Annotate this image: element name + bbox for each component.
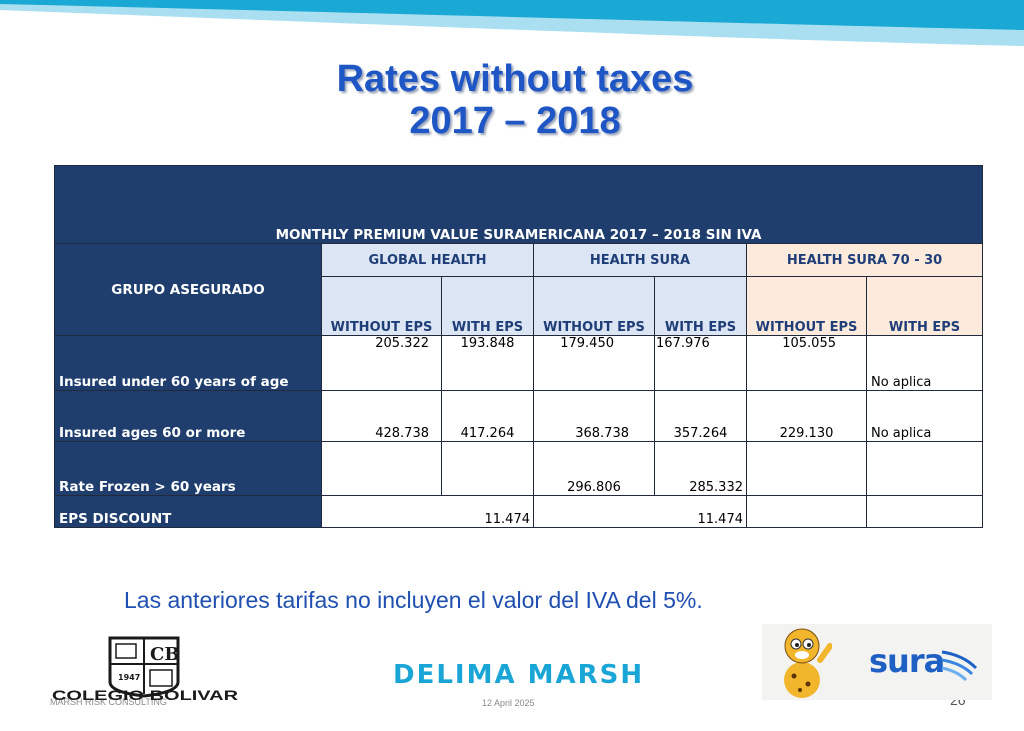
plan-header-health-sura: HEALTH SURA	[533, 243, 747, 277]
sura-wordmark: sura	[869, 642, 945, 680]
subheader-global-without-eps: WITHOUT EPS	[321, 276, 442, 336]
cell-value: 296.806	[533, 441, 655, 496]
cell-value	[321, 441, 442, 496]
cell-value	[441, 441, 534, 496]
colegio-bolivar-logo: CB 1947 COLEGIO BOLIVAR	[50, 636, 240, 703]
colegio-monogram: CB	[150, 644, 180, 665]
footer-date: 12 April 2025	[482, 698, 535, 708]
cell-value: 193.848	[441, 335, 534, 391]
plan-header-health-sura-70-30: HEALTH SURA 70 - 30	[745, 243, 984, 277]
row-label-under-60: Insured under 60 years of age	[54, 335, 322, 391]
cell-value: 179.450	[533, 335, 655, 391]
premium-table: MONTHLY PREMIUM VALUE SURAMERICANA 2017 …	[53, 165, 984, 528]
cell-value: 105.055	[746, 335, 867, 391]
cell-value: 357.264	[654, 390, 747, 442]
cell-value	[746, 441, 867, 496]
cell-value: 285.332	[654, 441, 747, 496]
discount-health-sura: 11.474	[533, 495, 747, 528]
delima-marsh-logo: DELIMA MARSH	[393, 660, 645, 690]
cell-value: 205.322	[321, 335, 442, 391]
subheader-global-with-eps: WITH EPS	[441, 276, 534, 336]
table-caption: MONTHLY PREMIUM VALUE SURAMERICANA 2017 …	[53, 165, 984, 244]
cell-empty	[746, 495, 867, 528]
cell-value: 167.976	[654, 335, 747, 391]
row-label-rate-frozen: Rate Frozen > 60 years	[54, 441, 322, 496]
cell-value: 417.264	[441, 390, 534, 442]
table-row: Insured under 60 years of age 205.322 19…	[54, 335, 984, 391]
cell-value: 229.130	[746, 390, 867, 442]
cell-value: 368.738	[533, 390, 655, 442]
table-row: Rate Frozen > 60 years 296.806 285.332	[54, 441, 984, 496]
top-wave-band	[0, 0, 1024, 46]
cell-value: 428.738	[321, 390, 442, 442]
colegio-name: COLEGIO BOLIVAR	[52, 687, 238, 702]
colegio-crest-icon: CB 1947 COLEGIO BOLIVAR	[52, 636, 238, 703]
sura-swoosh-icon	[941, 650, 978, 682]
row-label-eps-discount: EPS DISCOUNT	[54, 495, 322, 528]
sura-logo-panel: sura	[762, 624, 992, 700]
row-label-60-or-more: Insured ages 60 or more	[54, 390, 322, 442]
table-row: Insured ages 60 or more 428.738 417.264 …	[54, 390, 984, 442]
cell-empty	[865, 495, 984, 528]
title-line-2: 2017 – 2018	[409, 100, 621, 142]
table-row: EPS DISCOUNT 11.474 11.474	[54, 495, 984, 528]
discount-global-health: 11.474	[321, 495, 534, 528]
plan-header-global-health: GLOBAL HEALTH	[321, 243, 534, 277]
cell-value: No aplica	[865, 390, 984, 442]
cell-value	[865, 441, 984, 496]
footer-company: MARSH RISK CONSULTING	[50, 697, 167, 707]
subheader-7030-without-eps: WITHOUT EPS	[746, 276, 867, 336]
tax-note: Las anteriores tarifas no incluyen el va…	[124, 587, 703, 613]
colegio-year: 1947	[118, 673, 140, 682]
cell-value: No aplica	[865, 335, 984, 391]
slide-title: Rates without taxes 2017 – 2018	[0, 58, 1024, 142]
subheader-7030-with-eps: WITH EPS	[865, 276, 984, 336]
tiger-mascot-icon	[784, 628, 832, 698]
group-header: GRUPO ASEGURADO	[54, 243, 322, 336]
title-line-1: Rates without taxes	[336, 58, 694, 100]
subheader-sura-with-eps: WITH EPS	[654, 276, 747, 336]
subheader-sura-without-eps: WITHOUT EPS	[533, 276, 655, 336]
